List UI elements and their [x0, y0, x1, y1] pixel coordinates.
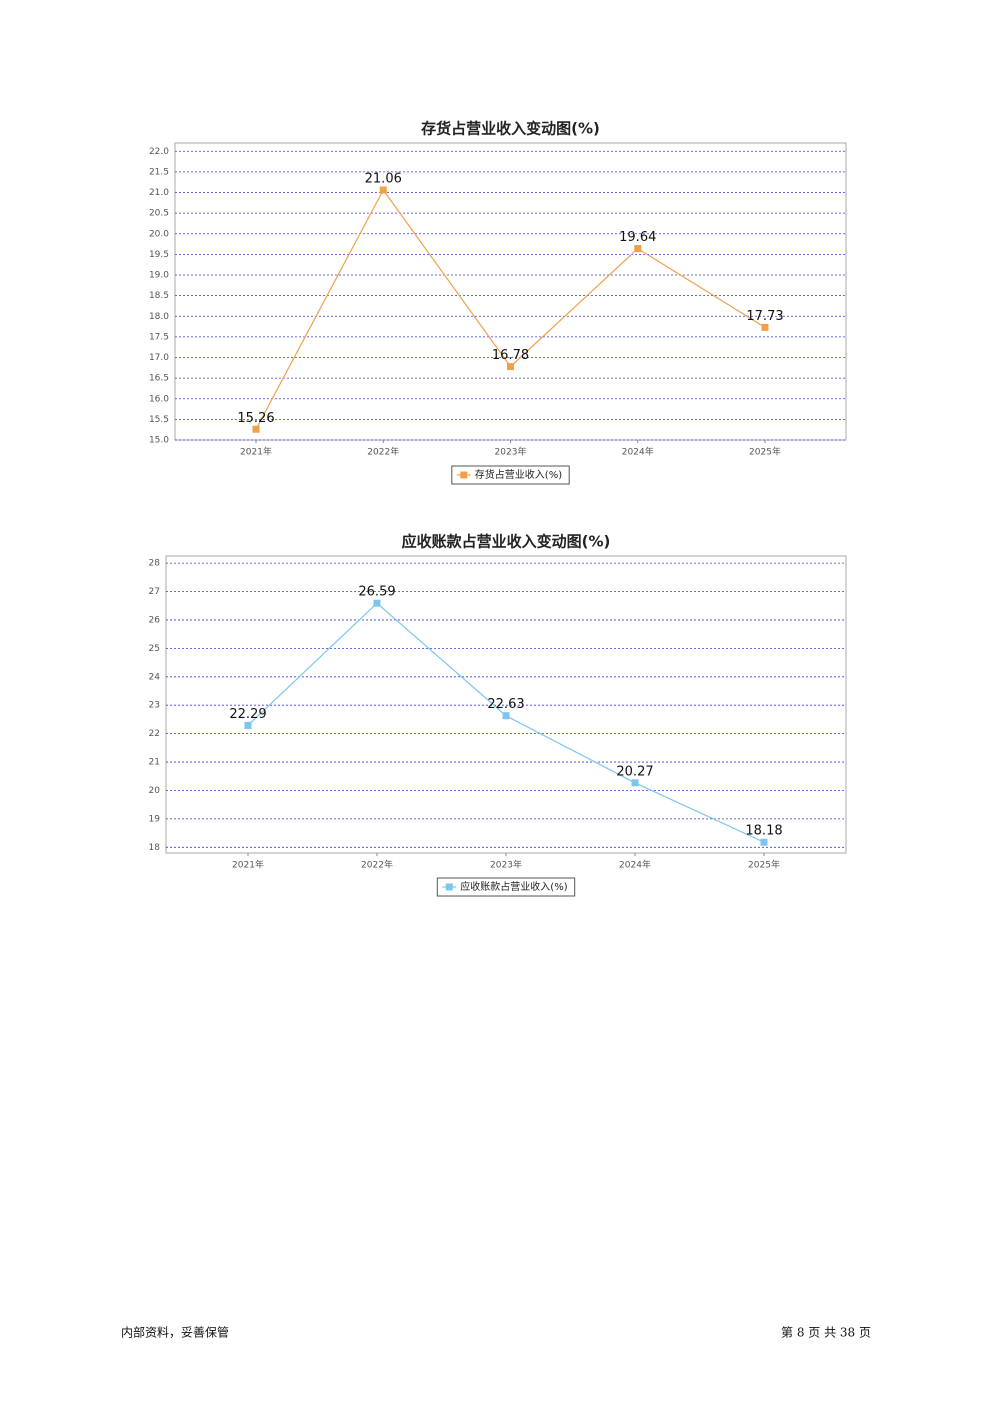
series-line — [247, 602, 765, 843]
y-tick-label: 19.5 — [149, 250, 169, 260]
point-marker — [631, 779, 639, 787]
y-tick-label: 21.5 — [149, 167, 169, 177]
y-tick-label: 28 — [149, 559, 161, 569]
point-marker — [379, 186, 387, 194]
point-marker — [760, 838, 768, 846]
data-label: 18.18 — [745, 824, 782, 839]
y-tick-label: 23 — [149, 701, 160, 711]
y-tick-label: 17.0 — [149, 353, 169, 363]
data-label: 20.27 — [616, 764, 653, 779]
y-tick-label: 26 — [149, 615, 161, 625]
data-label: 15.26 — [237, 411, 274, 426]
data-label: 16.78 — [492, 348, 529, 363]
y-tick-label: 15.0 — [149, 436, 169, 446]
x-tick-label: 2024年 — [619, 859, 651, 871]
y-tick-label: 16.0 — [149, 394, 169, 404]
legend-marker — [460, 471, 468, 479]
y-tick-label: 18 — [149, 843, 161, 853]
point-marker — [244, 721, 252, 729]
chart-title: 应收账款占营业收入变动图(%) — [402, 533, 611, 551]
legend-box — [451, 465, 570, 485]
point-marker — [634, 245, 642, 253]
x-tick-label: 2021年 — [232, 859, 264, 871]
y-tick-label: 22.0 — [149, 147, 169, 157]
y-tick-label: 27 — [149, 587, 160, 597]
y-tick-label: 16.5 — [149, 374, 169, 384]
x-tick-label: 2023年 — [495, 446, 527, 458]
y-tick-label: 24 — [149, 672, 161, 682]
legend-marker — [445, 883, 453, 891]
data-label: 26.59 — [358, 585, 395, 600]
y-tick-label: 20.5 — [149, 209, 169, 219]
x-tick-label: 2021年 — [240, 446, 272, 458]
y-tick-label: 18.0 — [149, 312, 169, 322]
y-tick-label: 17.5 — [149, 332, 169, 342]
y-tick-label: 21 — [149, 758, 160, 768]
x-tick-label: 2022年 — [367, 446, 399, 458]
point-marker — [761, 323, 769, 331]
y-tick-label: 15.5 — [149, 415, 169, 425]
x-tick-label: 2022年 — [361, 859, 393, 871]
chart-title: 存货占营业收入变动图(%) — [421, 120, 600, 138]
data-label: 17.73 — [746, 309, 783, 324]
plot-frame — [174, 142, 847, 441]
y-tick-label: 19.0 — [149, 271, 169, 281]
y-tick-label: 20 — [149, 786, 161, 796]
x-tick-label: 2025年 — [749, 446, 781, 458]
y-tick-label: 25 — [149, 644, 160, 654]
x-tick-label: 2023年 — [490, 859, 522, 871]
footer-left: 内部资料，妥善保管 — [121, 1325, 229, 1340]
legend-label: 存货占营业收入(%) — [475, 468, 562, 481]
footer-right: 第 8 页 共 38 页 — [781, 1326, 871, 1340]
point-marker — [507, 363, 514, 371]
y-tick-label: 21.0 — [149, 188, 169, 198]
y-tick-label: 20.0 — [149, 229, 169, 239]
data-label: 22.63 — [487, 697, 524, 712]
data-label: 19.64 — [619, 230, 656, 245]
point-marker — [502, 712, 510, 720]
x-tick-label: 2025年 — [748, 859, 780, 871]
legend-label: 应收账款占营业收入(%) — [460, 880, 567, 893]
y-tick-label: 18.5 — [149, 291, 169, 301]
y-tick-label: 22 — [149, 729, 160, 739]
data-label: 21.06 — [365, 172, 402, 187]
point-marker — [252, 425, 260, 433]
legend-box — [436, 877, 576, 897]
data-label: 22.29 — [229, 707, 266, 722]
point-marker — [373, 599, 381, 607]
x-tick-label: 2024年 — [622, 446, 654, 458]
y-tick-label: 19 — [149, 814, 161, 824]
series-line — [255, 188, 766, 430]
